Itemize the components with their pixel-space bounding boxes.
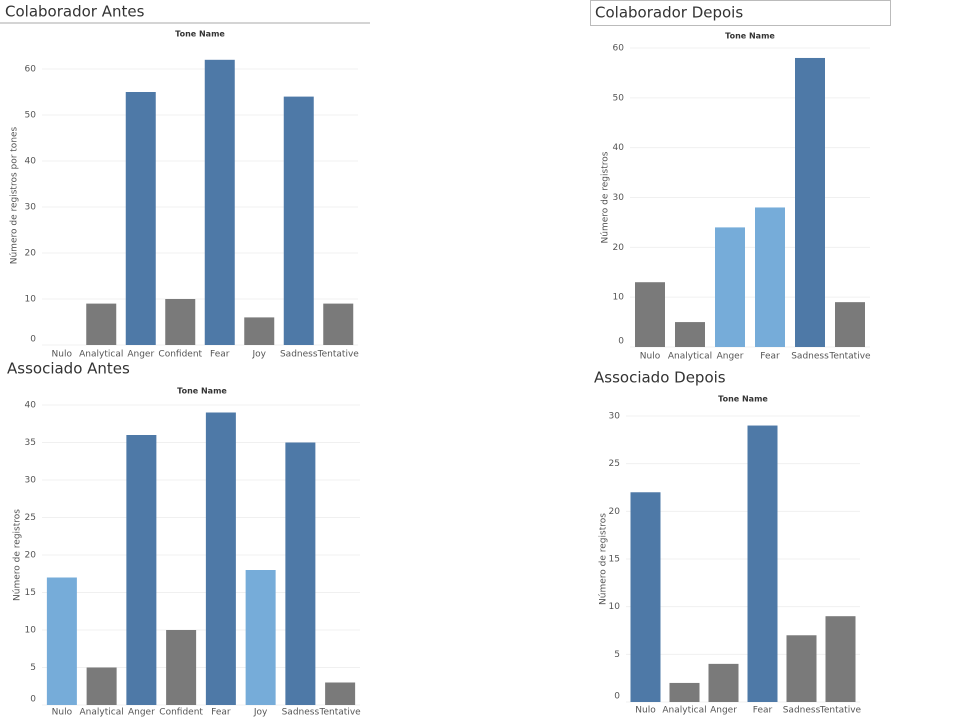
bar [86, 667, 117, 705]
y-axis-title: Número de registros [601, 151, 611, 243]
bar [835, 302, 865, 347]
bar [825, 616, 856, 702]
x-tick-label: Confident [159, 708, 203, 718]
y-tick-label: 20 [25, 551, 37, 561]
bar [795, 57, 825, 347]
x-tick-label: Analytical [662, 706, 706, 716]
y-tick-label: 50 [613, 93, 625, 103]
x-tick-label: Analytical [668, 352, 712, 362]
x-axis-title: Tone Name [175, 30, 225, 39]
y-tick-label: 0 [618, 337, 624, 347]
x-tick-label: Sadness [282, 708, 320, 718]
x-tick-label: Joy [253, 708, 268, 718]
x-tick-label: Tentative [828, 352, 871, 362]
y-tick-label: 40 [25, 401, 37, 411]
x-tick-label: Tentative [819, 706, 862, 716]
x-tick-label: Anger [717, 352, 744, 362]
bar [283, 96, 314, 345]
bar [325, 682, 356, 705]
x-tick-label: Nulo [635, 706, 656, 716]
y-axis-title: Número de registros por tones [10, 126, 20, 264]
x-tick-label: Nulo [52, 708, 73, 718]
y-tick-label: 40 [613, 143, 625, 153]
y-tick-label: 30 [25, 203, 37, 213]
y-tick-label: 20 [613, 243, 625, 253]
y-tick-label: 30 [609, 412, 621, 422]
y-tick-label: 25 [609, 459, 620, 469]
bar [630, 492, 661, 702]
x-axis-title: Tone Name [725, 32, 775, 41]
bar [715, 227, 745, 347]
bar [46, 577, 77, 705]
chart-title: Colaborador Antes [5, 3, 145, 21]
y-tick-label: 50 [25, 111, 37, 121]
x-tick-label: Sadness [791, 352, 829, 362]
bar [323, 303, 354, 345]
x-axis-title: Tone Name [718, 395, 768, 404]
y-tick-label: 10 [25, 295, 37, 305]
bar [245, 570, 276, 705]
chart-title: Associado Antes [7, 360, 130, 378]
x-tick-label: Analytical [79, 350, 123, 360]
x-tick-label: Anger [710, 706, 737, 716]
x-tick-label: Anger [127, 350, 154, 360]
bar [244, 317, 275, 345]
y-tick-label: 60 [25, 65, 37, 75]
y-tick-label: 10 [609, 602, 621, 612]
x-tick-label: Fear [211, 708, 231, 718]
y-tick-label: 20 [609, 507, 621, 517]
x-axis-title: Tone Name [177, 387, 227, 396]
x-tick-label: Anger [128, 708, 155, 718]
bar [86, 303, 117, 345]
y-axis-title: Número de registros [599, 513, 609, 605]
y-tick-label: 10 [25, 626, 37, 636]
bar [708, 663, 739, 702]
x-tick-label: Nulo [52, 350, 73, 360]
bar [126, 435, 157, 705]
chart-title: Colaborador Depois [595, 4, 743, 22]
y-axis-title: Número de registros [13, 509, 23, 601]
x-tick-label: Fear [760, 352, 780, 362]
y-tick-label: 30 [613, 193, 625, 203]
y-tick-label: 0 [30, 695, 36, 705]
x-tick-label: Analytical [80, 708, 124, 718]
bar [166, 630, 197, 705]
y-tick-label: 40 [25, 157, 37, 167]
x-tick-label: Tentative [317, 350, 360, 360]
bar [786, 635, 817, 702]
bar [285, 442, 316, 705]
bar [204, 59, 235, 346]
bar [635, 282, 665, 347]
y-tick-label: 5 [30, 663, 36, 673]
x-tick-label: Fear [753, 706, 773, 716]
bar [165, 299, 196, 345]
x-tick-label: Sadness [280, 350, 318, 360]
bar [669, 682, 700, 702]
y-tick-label: 0 [30, 335, 36, 345]
y-tick-label: 60 [613, 44, 625, 54]
y-tick-label: 25 [25, 513, 36, 523]
bar [125, 92, 156, 345]
y-tick-label: 10 [613, 293, 625, 303]
x-tick-label: Tentative [319, 708, 362, 718]
y-tick-label: 15 [609, 555, 620, 565]
bar [205, 412, 236, 705]
title-box [590, 0, 891, 26]
x-tick-label: Joy [252, 350, 267, 360]
x-tick-label: Sadness [783, 706, 821, 716]
y-tick-label: 35 [25, 438, 36, 448]
y-tick-label: 30 [25, 476, 37, 486]
x-tick-label: Fear [210, 350, 230, 360]
bar [747, 425, 778, 702]
y-tick-label: 15 [25, 588, 36, 598]
y-tick-label: 20 [25, 249, 37, 259]
bar [675, 322, 705, 347]
bar [755, 207, 785, 347]
y-tick-label: 0 [614, 692, 620, 702]
chart-title: Associado Depois [594, 369, 726, 387]
x-tick-label: Confident [158, 350, 202, 360]
y-tick-label: 5 [614, 650, 620, 660]
x-tick-label: Nulo [640, 352, 661, 362]
